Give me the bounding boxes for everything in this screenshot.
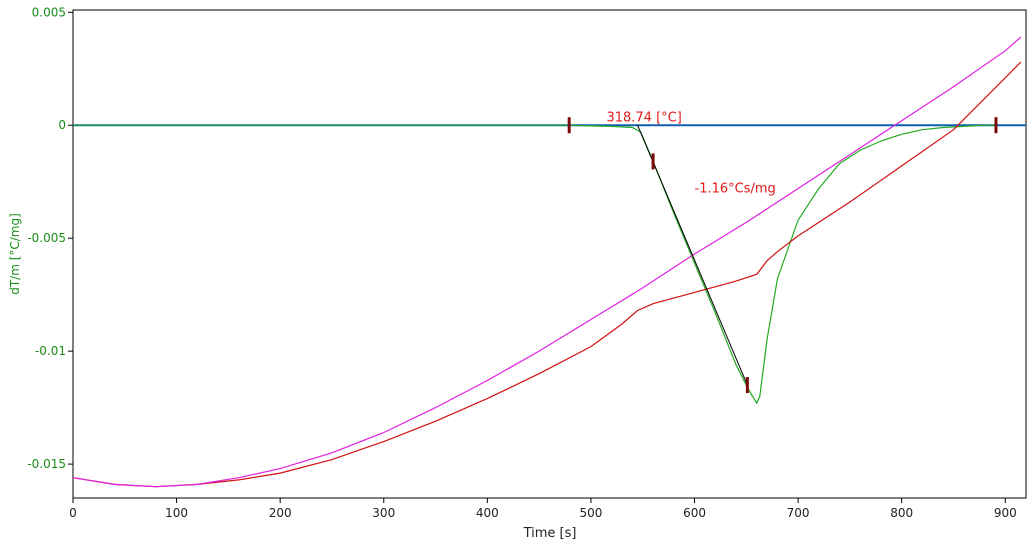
slope-annotation: -1.16°Cs/mg [695,181,776,196]
x-tick-label: 400 [476,506,499,520]
x-axis: 0 100 200 300 400 500 600 700 800 900 [69,498,1017,520]
y-tick-label: 0 [58,118,66,132]
marker-2 [651,153,655,170]
x-tick-label: 300 [372,506,395,520]
marker-4 [994,117,998,134]
marker-layer [567,117,998,394]
x-axis-title: Time [s] [523,526,577,541]
x-tick-label: 800 [890,506,913,520]
y-tick-label: -0.005 [27,231,66,245]
y-axis-title: dT/m [°C/mg] [8,213,22,295]
x-tick-label: 100 [165,506,188,520]
series-line-3 [72,61,1022,488]
plot-frame [72,9,1027,499]
marker-3 [745,377,749,394]
x-tick-label: 500 [579,506,602,520]
slope-tangent-line [637,125,748,386]
series-line-2 [73,124,996,405]
series-layer [72,36,1026,488]
x-tick-label: 700 [787,506,810,520]
x-tick-label: 900 [994,506,1017,520]
series-line-4 [72,36,1022,488]
marker-1 [567,117,571,134]
temperature-annotation: 318.74 [°C] [606,110,681,125]
y-tick-label: -0.015 [27,457,66,471]
y-axis: 0.005 0 -0.005 -0.01 -0.015 [27,5,73,471]
x-tick-label: 200 [269,506,292,520]
x-tick-label: 600 [683,506,706,520]
y-tick-label: 0.005 [32,5,66,19]
x-tick-label: 0 [69,506,77,520]
y-tick-label: -0.01 [35,344,66,358]
